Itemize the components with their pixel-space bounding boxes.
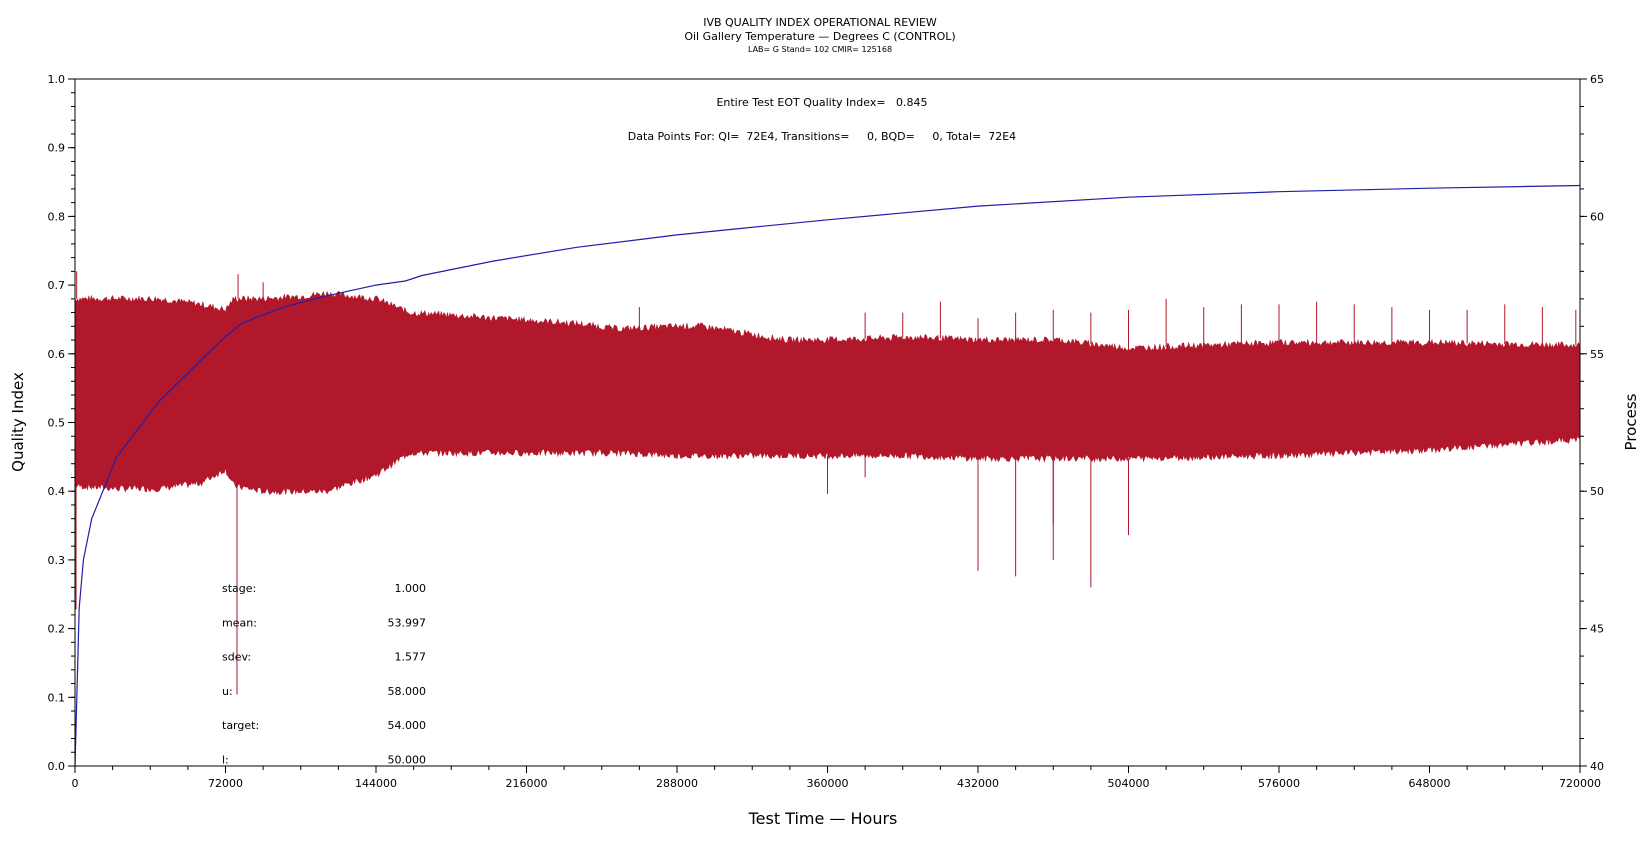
plot-data — [74, 184, 1581, 767]
x-tick-label: 720000 — [1559, 777, 1601, 790]
chart-title: IVB QUALITY INDEX OPERATIONAL REVIEW — [703, 16, 937, 29]
y-left-tick-label: 0.7 — [48, 279, 66, 292]
eot-annotation: Entire Test EOT Quality Index= 0.845 — [716, 96, 927, 109]
y-right-tick-label: 65 — [1590, 73, 1604, 86]
y-right-tick-label: 45 — [1590, 623, 1604, 636]
y-left-tick-label: 1.0 — [48, 73, 66, 86]
stat-label: sdev: — [222, 651, 251, 664]
y-right-tick-label: 50 — [1590, 485, 1604, 498]
y-left-tick-label: 0.0 — [48, 760, 66, 773]
y-left-tick-label: 0.4 — [48, 485, 66, 498]
stat-label: target: — [222, 719, 259, 732]
stat-value: 53.997 — [388, 616, 427, 629]
stat-value: 58.000 — [388, 685, 427, 698]
chart-subtitle-2: LAB= G Stand= 102 CMIR= 125168 — [748, 45, 892, 54]
y-left-tick-label: 0.3 — [48, 554, 66, 567]
stat-label: l: — [222, 754, 229, 767]
chart-subtitle: Oil Gallery Temperature — Degrees C (CON… — [684, 30, 955, 43]
y-left-tick-label: 0.8 — [48, 210, 66, 223]
y-left-tick-label: 0.5 — [48, 417, 66, 430]
stat-value: 54.000 — [388, 719, 427, 732]
stats-block: stage: 1.000 mean: 53.997 sdev: 1.577 u: 58.000… — [222, 582, 426, 767]
x-tick-label: 144000 — [355, 777, 397, 790]
x-tick-label: 360000 — [807, 777, 849, 790]
x-tick-label: 432000 — [957, 777, 999, 790]
y-right-tick-label: 60 — [1590, 210, 1604, 223]
stat-value: 1.000 — [395, 582, 427, 595]
y-left-tick-label: 0.2 — [48, 623, 66, 636]
x-tick-label: 288000 — [656, 777, 698, 790]
y-left-tick-label: 0.1 — [48, 691, 66, 704]
x-tick-label: 216000 — [506, 777, 548, 790]
y-left-axis-label: Quality Index — [9, 372, 27, 472]
x-tick-label: 72000 — [208, 777, 243, 790]
x-tick-label: 576000 — [1258, 777, 1300, 790]
x-axis-label: Test Time — Hours — [748, 809, 898, 828]
stat-value: 1.577 — [395, 651, 427, 664]
stat-label: u: — [222, 685, 233, 698]
y-left-tick-label: 0.9 — [48, 142, 66, 155]
y-right-axis-label: Process — [1622, 393, 1640, 450]
y-right-tick-label: 55 — [1590, 348, 1604, 361]
y-right-tick-label: 40 — [1590, 760, 1604, 773]
data-points-annotation: Data Points For: QI= 72E4, Transitions= … — [628, 130, 1016, 143]
stat-label: mean: — [222, 616, 257, 629]
x-tick-label: 504000 — [1108, 777, 1150, 790]
y-left-tick-label: 0.6 — [48, 348, 66, 361]
axes: 0 72000 144000 216000 288000 360000 432000 5040… — [48, 73, 1605, 790]
stat-label: stage: — [222, 582, 256, 595]
x-tick-label: 648000 — [1409, 777, 1451, 790]
quality-index-line — [74, 184, 1581, 767]
stat-value: 50.000 — [388, 754, 427, 767]
x-tick-label: 0 — [72, 777, 79, 790]
